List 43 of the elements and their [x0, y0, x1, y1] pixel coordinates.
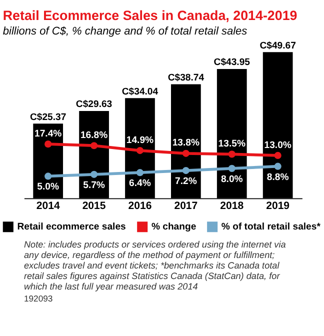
text: 192093	[24, 294, 53, 304]
chart-subtitle: billions of C$, % change and % of total retail sales	[2, 25, 248, 38]
point	[136, 147, 144, 154]
data-label: C$25.37	[30, 112, 66, 123]
data-label: C$38.74	[168, 72, 205, 84]
x-tick-label: 2019	[266, 200, 290, 212]
data-label: 13.8%	[172, 138, 200, 149]
point	[228, 150, 236, 158]
data-label: 16.8%	[80, 130, 108, 141]
chart-title: Retail Ecommerce Sales in Canada, 2014-2019	[2, 8, 298, 24]
data-label: C$29.63	[76, 99, 112, 110]
data-label: 8.8%	[266, 172, 290, 183]
data-label: 6.4%	[129, 178, 152, 190]
data-label: 13.5%	[218, 138, 246, 150]
x-tick-label: 2015	[82, 200, 106, 212]
x-tick-label: 2016	[128, 200, 152, 212]
x-tick-label: 2018	[220, 200, 244, 212]
point	[136, 169, 144, 176]
data-label: 7.2%	[175, 176, 198, 187]
legend-label: % of total retail sales*	[221, 222, 321, 233]
x-tick-label: 2017	[174, 200, 198, 212]
data-label: C$43.95	[214, 57, 251, 68]
data-label: C$34.04	[122, 86, 159, 98]
legend-label: Retail ecommerce sales	[17, 222, 126, 233]
x-tick-label: 2014	[36, 200, 60, 212]
point	[182, 150, 190, 157]
point	[90, 170, 98, 178]
point	[90, 142, 98, 150]
point	[274, 152, 282, 160]
point	[228, 164, 236, 172]
data-label: 8.0%	[220, 174, 244, 185]
point	[274, 162, 282, 170]
point	[44, 172, 52, 180]
data-label: 5.0%	[37, 182, 60, 193]
point	[182, 166, 190, 174]
data-label: C$49.67	[260, 40, 296, 52]
text: Note: includes products or services ordered using the internet via any device, regardless of the method of payment or fulfillment; excludes travel and event tickets; *benchmarks its Canada total retail sales figures against Statistics Canada (StatCan) data, for which the last full year measured was 2014	[24, 240, 286, 292]
legend-label: % change	[151, 222, 196, 233]
data-label: 14.9%	[126, 134, 154, 146]
data-label: 17.4%	[34, 128, 62, 140]
data-label: 5.7%	[83, 180, 106, 191]
data-label: 13.0%	[264, 140, 292, 151]
point	[44, 140, 52, 148]
